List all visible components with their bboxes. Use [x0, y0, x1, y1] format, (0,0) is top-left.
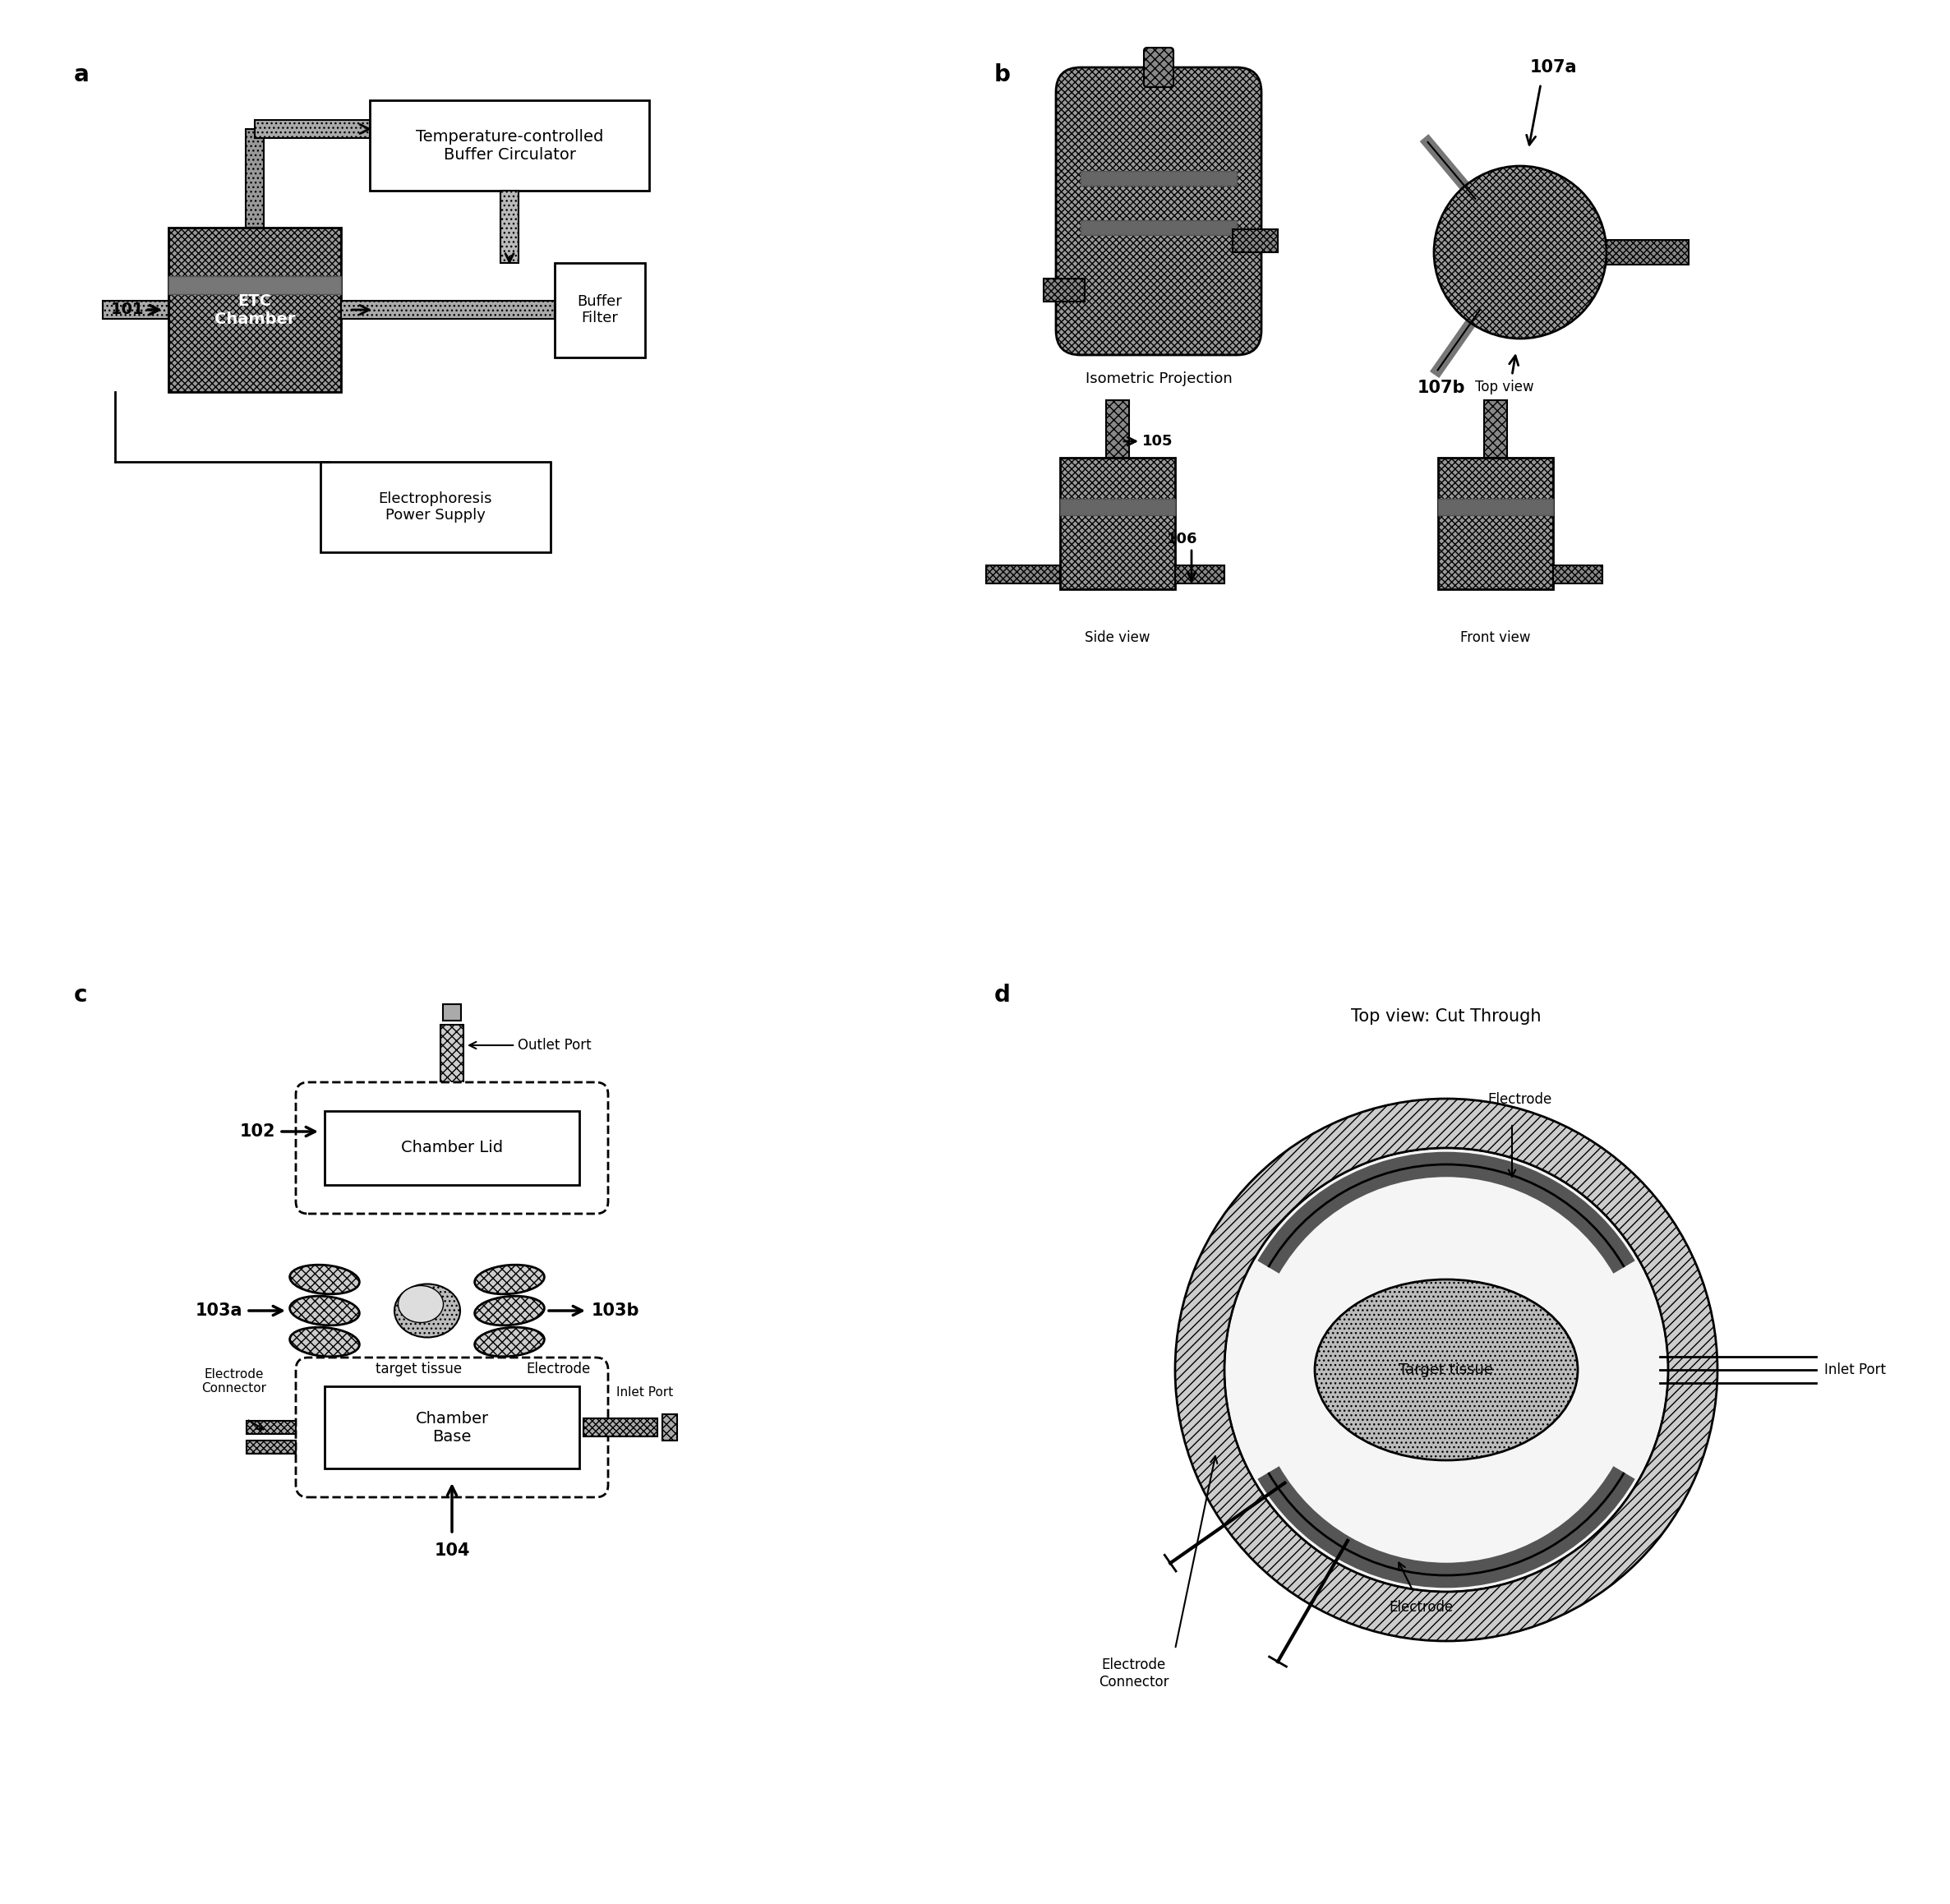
- Bar: [1176, 565, 1225, 583]
- Bar: [583, 1418, 657, 1436]
- Text: Target tissue: Target tissue: [1398, 1363, 1494, 1377]
- FancyBboxPatch shape: [1057, 67, 1262, 354]
- Ellipse shape: [1314, 1279, 1578, 1460]
- Ellipse shape: [474, 1264, 544, 1295]
- Bar: [987, 565, 1061, 583]
- Text: target tissue: target tissue: [376, 1361, 462, 1377]
- Text: Isometric Projection: Isometric Projection: [1086, 371, 1232, 387]
- Bar: [501, 190, 519, 263]
- Text: Inlet Port: Inlet Port: [616, 1386, 673, 1399]
- Text: ETC
Chamber: ETC Chamber: [215, 293, 294, 327]
- Bar: [1552, 565, 1603, 583]
- Bar: [1106, 400, 1129, 457]
- Bar: [255, 120, 370, 139]
- Ellipse shape: [291, 1297, 359, 1325]
- Text: Electrode
Connector: Electrode Connector: [201, 1367, 267, 1394]
- Text: Chamber Lid: Chamber Lid: [402, 1140, 503, 1156]
- Bar: [1061, 457, 1176, 588]
- Text: 103b: 103b: [591, 1302, 640, 1319]
- Text: a: a: [74, 63, 90, 86]
- Bar: [246, 1441, 296, 1453]
- Text: c: c: [74, 984, 88, 1007]
- Circle shape: [1433, 166, 1607, 339]
- Text: Top view: Cut Through: Top view: Cut Through: [1351, 1009, 1540, 1024]
- Bar: [168, 228, 341, 392]
- Text: Buffer
Filter: Buffer Filter: [577, 293, 622, 326]
- Bar: [324, 1112, 579, 1184]
- Bar: [320, 463, 550, 552]
- Text: 102: 102: [240, 1123, 275, 1140]
- Text: Electrode: Electrode: [1390, 1599, 1455, 1615]
- Text: Electrode
Connector: Electrode Connector: [1100, 1658, 1170, 1689]
- Text: 104: 104: [435, 1542, 470, 1559]
- Text: 107a: 107a: [1529, 59, 1578, 76]
- Ellipse shape: [291, 1327, 359, 1356]
- Ellipse shape: [394, 1283, 460, 1337]
- Bar: [1232, 228, 1277, 251]
- Bar: [370, 101, 649, 190]
- Text: Electrophoresis
Power Supply: Electrophoresis Power Supply: [378, 491, 493, 524]
- Text: Outlet Port: Outlet Port: [470, 1038, 591, 1053]
- Text: 101: 101: [111, 303, 144, 318]
- Bar: [1080, 171, 1236, 187]
- FancyBboxPatch shape: [1145, 48, 1174, 88]
- Text: 107b: 107b: [1418, 379, 1466, 396]
- Text: 106: 106: [1166, 531, 1197, 546]
- Bar: [1437, 499, 1552, 516]
- FancyBboxPatch shape: [296, 1081, 608, 1213]
- Text: Top view: Top view: [1474, 379, 1535, 394]
- Wedge shape: [1176, 1099, 1718, 1641]
- Bar: [246, 129, 263, 228]
- Bar: [554, 263, 645, 358]
- Text: 103a: 103a: [195, 1302, 242, 1319]
- Bar: [1484, 400, 1507, 457]
- Ellipse shape: [474, 1297, 544, 1325]
- Bar: [168, 276, 341, 295]
- Bar: [1607, 240, 1689, 265]
- Bar: [1080, 221, 1236, 234]
- Bar: [1043, 278, 1084, 301]
- Bar: [663, 1415, 677, 1441]
- Bar: [324, 1386, 579, 1468]
- Text: Electrode: Electrode: [1488, 1093, 1552, 1106]
- Text: 105: 105: [1143, 434, 1174, 449]
- Bar: [246, 1420, 296, 1434]
- Ellipse shape: [291, 1264, 359, 1295]
- Ellipse shape: [398, 1285, 443, 1323]
- Bar: [443, 1003, 460, 1021]
- Text: d: d: [994, 984, 1010, 1007]
- Bar: [441, 1024, 464, 1091]
- Text: b: b: [994, 63, 1010, 86]
- Text: Temperature-controlled
Buffer Circulator: Temperature-controlled Buffer Circulator: [415, 129, 603, 162]
- Bar: [1061, 499, 1176, 516]
- Bar: [1437, 457, 1552, 588]
- Text: Front view: Front view: [1461, 630, 1531, 645]
- FancyBboxPatch shape: [296, 1358, 608, 1497]
- Ellipse shape: [474, 1327, 544, 1356]
- Circle shape: [1225, 1148, 1667, 1592]
- Text: Side view: Side view: [1084, 630, 1150, 645]
- Bar: [341, 301, 554, 318]
- Bar: [103, 301, 168, 318]
- Text: Electrode: Electrode: [526, 1361, 591, 1377]
- Text: Inlet Port: Inlet Port: [1825, 1363, 1886, 1377]
- Text: Chamber
Base: Chamber Base: [415, 1411, 489, 1445]
